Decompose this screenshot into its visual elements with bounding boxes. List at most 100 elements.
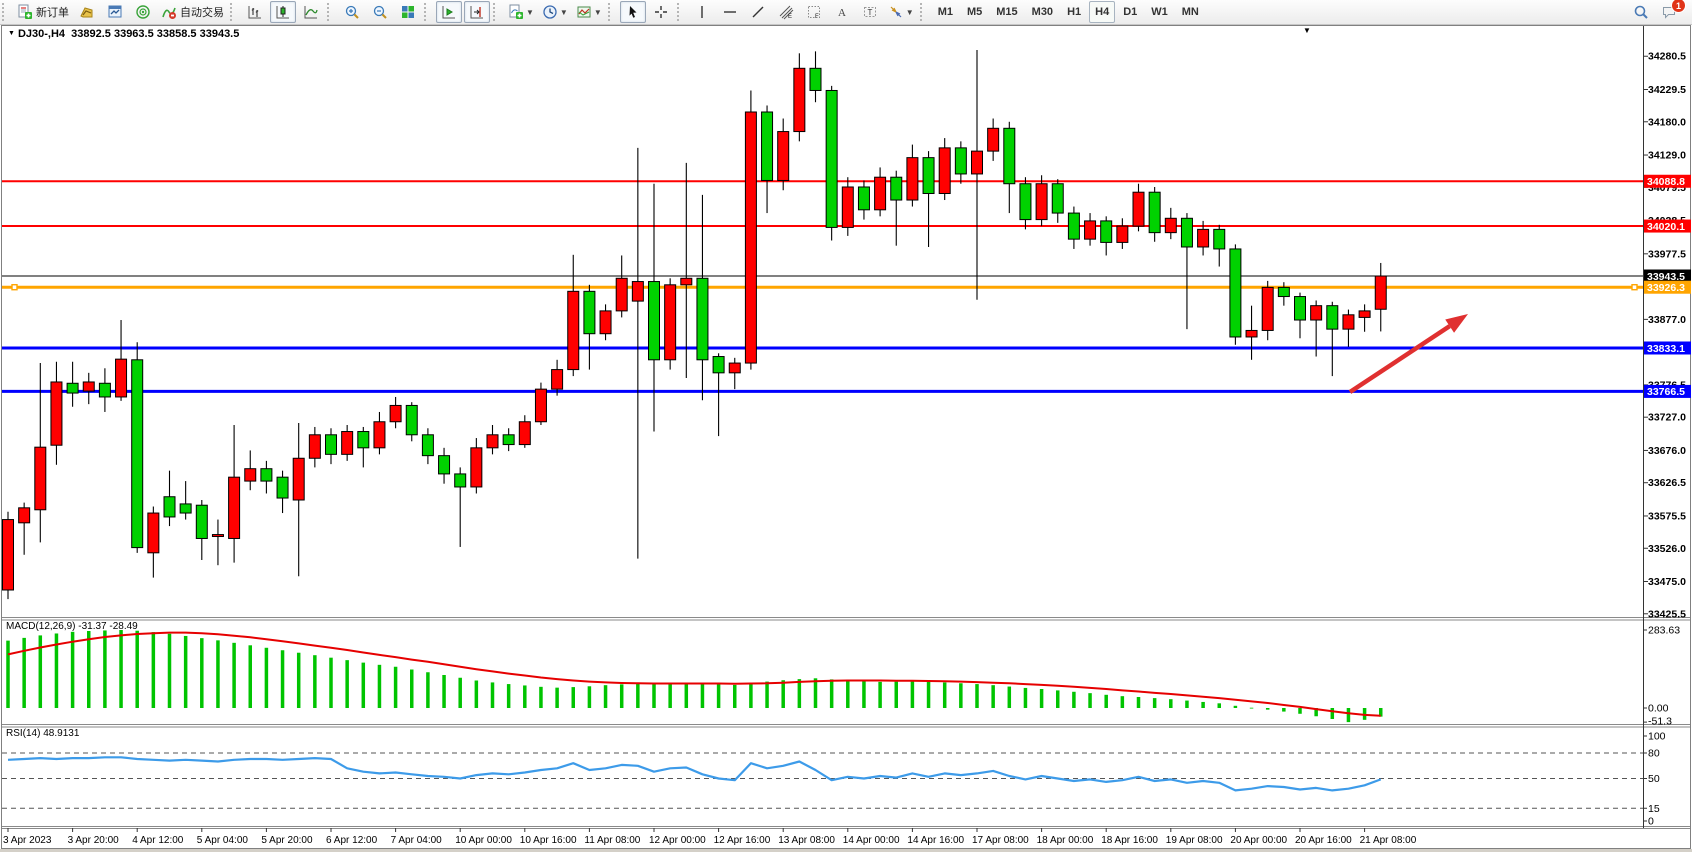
svg-text:0.00: 0.00 bbox=[1648, 703, 1669, 715]
periods-button[interactable]: ▼ bbox=[539, 1, 571, 23]
text-button[interactable]: A bbox=[829, 1, 855, 23]
new-order-button[interactable]: 新订单 bbox=[14, 1, 72, 23]
cursor-icon bbox=[629, 6, 637, 18]
charts-button[interactable] bbox=[74, 1, 100, 23]
svg-text:7 Apr 04:00: 7 Apr 04:00 bbox=[391, 835, 443, 846]
svg-text:14 Apr 16:00: 14 Apr 16:00 bbox=[907, 835, 964, 846]
charts-icon bbox=[80, 7, 93, 18]
toolbar-grip bbox=[607, 3, 617, 21]
svg-text:34088.8: 34088.8 bbox=[1647, 176, 1685, 188]
svg-text:33977.5: 33977.5 bbox=[1648, 248, 1686, 260]
auto-trading-icon bbox=[162, 7, 176, 19]
auto-scroll-button[interactable] bbox=[436, 1, 462, 23]
price-badge bbox=[1644, 269, 1691, 283]
line-chart-icon bbox=[304, 6, 318, 19]
trendline-button[interactable] bbox=[745, 1, 771, 23]
price-badge bbox=[1644, 280, 1691, 294]
svg-text:6 Apr 12:00: 6 Apr 12:00 bbox=[326, 835, 378, 846]
candlestick-button[interactable] bbox=[270, 1, 296, 23]
line-handle bbox=[11, 284, 18, 291]
auto-trading-label: 自动交易 bbox=[180, 7, 224, 19]
timeframe-H4[interactable]: H4 bbox=[1089, 1, 1116, 23]
svg-text:14 Apr 00:00: 14 Apr 00:00 bbox=[843, 835, 900, 846]
chart-symbol-period: DJ30-,H4 bbox=[17, 28, 66, 40]
svg-text:33475.0: 33475.0 bbox=[1648, 576, 1686, 588]
templates-button[interactable]: ▼ bbox=[573, 1, 605, 23]
news-icon bbox=[136, 5, 150, 19]
toolbar-grip bbox=[230, 3, 239, 21]
fibonacci-button[interactable]: E bbox=[773, 1, 799, 23]
bar-chart-button[interactable] bbox=[242, 1, 268, 23]
text-label-button[interactable]: T bbox=[857, 1, 883, 23]
toolbar-grip bbox=[424, 3, 433, 21]
shapes-button[interactable]: ▼ bbox=[885, 1, 917, 23]
svg-text:100: 100 bbox=[1648, 731, 1666, 743]
zoom-out-icon bbox=[373, 5, 387, 19]
svg-text:34229.5: 34229.5 bbox=[1648, 84, 1686, 96]
svg-text:19 Apr 08:00: 19 Apr 08:00 bbox=[1166, 835, 1223, 846]
svg-text:34129.0: 34129.0 bbox=[1648, 150, 1686, 162]
chart-shift-button[interactable] bbox=[464, 1, 490, 23]
search-button[interactable] bbox=[1628, 1, 1654, 23]
svg-text:E: E bbox=[788, 14, 792, 20]
svg-text:18 Apr 16:00: 18 Apr 16:00 bbox=[1101, 835, 1158, 846]
svg-text:33626.5: 33626.5 bbox=[1648, 477, 1686, 489]
timeframe-M15[interactable]: M15 bbox=[996, 6, 1018, 18]
news-button[interactable] bbox=[130, 1, 156, 23]
crosshair-button[interactable] bbox=[648, 1, 674, 23]
chart-dropdown-icon: ▼ bbox=[8, 30, 15, 37]
price-badge bbox=[1644, 341, 1691, 355]
toolbar-grip bbox=[2, 3, 11, 21]
bar-chart-icon bbox=[248, 6, 261, 19]
trend-arrow[interactable] bbox=[1348, 324, 1451, 394]
svg-text:33766.5: 33766.5 bbox=[1647, 386, 1685, 398]
macd-panel[interactable]: 283.63 0.00-51.3 bbox=[6, 625, 1680, 728]
timeframe-H1[interactable]: H1 bbox=[1067, 6, 1082, 18]
svg-text:12 Apr 16:00: 12 Apr 16:00 bbox=[714, 835, 771, 846]
indicators-add-button[interactable]: ▼ bbox=[505, 1, 537, 23]
svg-text:5 Apr 20:00: 5 Apr 20:00 bbox=[261, 835, 313, 846]
timeframe-M30[interactable]: M30 bbox=[1031, 6, 1054, 18]
chart-title[interactable]: ▼ DJ30-,H4 33892.5 33963.5 33858.5 33943.… bbox=[8, 28, 239, 40]
search-icon bbox=[1634, 5, 1648, 19]
timeframe-D1[interactable]: D1 bbox=[1123, 6, 1138, 18]
market-watch-button[interactable] bbox=[102, 1, 128, 23]
line-handle bbox=[1631, 284, 1638, 291]
timeframe-M5[interactable]: M5 bbox=[966, 6, 983, 18]
zoom-out-button[interactable] bbox=[367, 1, 393, 23]
svg-text:F: F bbox=[815, 14, 819, 20]
chat-button[interactable]: 1 bbox=[1656, 0, 1686, 23]
line-chart-button[interactable] bbox=[298, 1, 324, 23]
time-axis[interactable]: 3 Apr 2023 3 Apr 20:00 4 Apr 12:00 5 Apr 04… bbox=[3, 828, 1417, 846]
timeframe-bar: M1 M5 M15 M30 H1 H4 D1 W1 MN bbox=[931, 1, 1206, 23]
auto-trading-button[interactable]: 自动交易 bbox=[158, 1, 227, 23]
svg-text:33526.0: 33526.0 bbox=[1648, 543, 1686, 555]
svg-text:13 Apr 08:00: 13 Apr 08:00 bbox=[778, 835, 835, 846]
chart-shift-icon bbox=[470, 6, 483, 19]
timeframe-W1[interactable]: W1 bbox=[1151, 6, 1168, 18]
fibo-fan-icon: F bbox=[807, 6, 820, 20]
price-axis[interactable]: 34280.534229.534180.034129.034079.534028… bbox=[1643, 51, 1691, 621]
zoom-in-button[interactable] bbox=[339, 1, 365, 23]
svg-text:34280.5: 34280.5 bbox=[1648, 51, 1686, 63]
timeframe-MN[interactable]: MN bbox=[1181, 6, 1199, 18]
rsi-panel[interactable]: 100 80 50 150 bbox=[2, 731, 1666, 828]
text-icon: A bbox=[838, 7, 846, 19]
horizontal-line-button[interactable] bbox=[717, 1, 743, 23]
clock-icon bbox=[543, 5, 557, 19]
auto-scroll-icon bbox=[442, 6, 455, 19]
cursor-button[interactable] bbox=[619, 1, 646, 23]
chart-corner-dropdown-icon[interactable]: ▼ bbox=[1303, 26, 1311, 35]
svg-text:283.63: 283.63 bbox=[1648, 625, 1680, 637]
fibo-fan-button[interactable]: F bbox=[801, 1, 827, 23]
vertical-line-button[interactable] bbox=[689, 1, 715, 23]
tile-windows-button[interactable] bbox=[395, 1, 421, 23]
timeframe-M1[interactable]: M1 bbox=[937, 6, 953, 18]
svg-text:20 Apr 00:00: 20 Apr 00:00 bbox=[1230, 835, 1287, 846]
tile-windows-icon bbox=[402, 6, 414, 18]
price-badge bbox=[1644, 219, 1691, 233]
svg-text:34020.1: 34020.1 bbox=[1647, 221, 1685, 233]
svg-text:33833.1: 33833.1 bbox=[1647, 343, 1685, 355]
price-badge bbox=[1644, 174, 1691, 188]
